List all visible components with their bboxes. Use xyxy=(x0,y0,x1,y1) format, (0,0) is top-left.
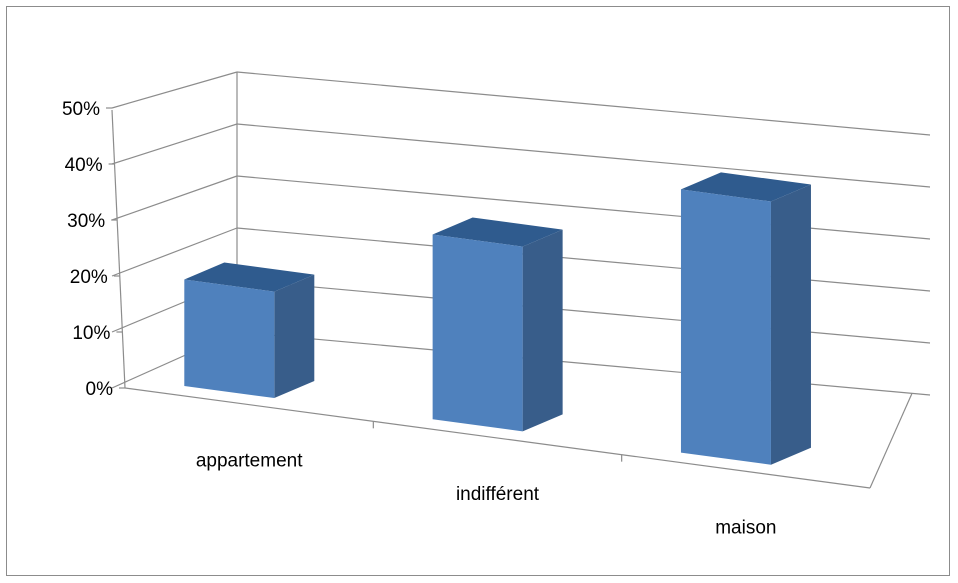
y-tick-label: 0% xyxy=(86,379,114,400)
bar-appartement xyxy=(184,262,315,399)
bar-maison xyxy=(680,172,811,465)
bar-front xyxy=(432,234,523,432)
bar-side xyxy=(770,184,811,465)
y-tick-label: 50% xyxy=(62,99,100,120)
x-category-label: maison xyxy=(715,517,776,538)
x-category-label: appartement xyxy=(196,451,303,472)
gridline xyxy=(236,227,931,292)
bar-indifférent xyxy=(432,217,563,432)
gridline xyxy=(236,71,931,136)
y-axis-line xyxy=(111,109,126,389)
bar-top xyxy=(432,217,563,247)
y-tick-label: 40% xyxy=(65,155,103,176)
floor-right-edge xyxy=(869,393,913,489)
gridline xyxy=(236,123,931,188)
axes xyxy=(106,107,913,489)
bar-side xyxy=(274,274,315,399)
gridline xyxy=(236,175,931,240)
y-tick-labels: 0% 10% 20% 30% 40% 50% xyxy=(62,99,113,400)
bar-top xyxy=(184,262,315,292)
bar-front xyxy=(184,279,275,399)
side-wall-gridline xyxy=(111,175,238,221)
side-wall-gridline xyxy=(111,71,238,109)
x-category-labels: appartement indifférent maison xyxy=(196,451,777,539)
gridline xyxy=(236,331,931,396)
bars xyxy=(184,172,811,465)
side-wall-gridline xyxy=(111,123,238,165)
x-category-label: indifférent xyxy=(456,484,540,505)
y-tick-label: 10% xyxy=(72,323,110,344)
y-tick-label: 20% xyxy=(70,267,108,288)
side-wall-gridline xyxy=(111,227,238,277)
gridlines xyxy=(111,71,931,396)
x-axis-line xyxy=(124,387,871,489)
gridline xyxy=(236,279,931,344)
bar-top xyxy=(680,172,811,202)
bar-side xyxy=(522,229,563,432)
y-tick-label: 30% xyxy=(67,211,105,232)
bar-front xyxy=(680,189,771,465)
